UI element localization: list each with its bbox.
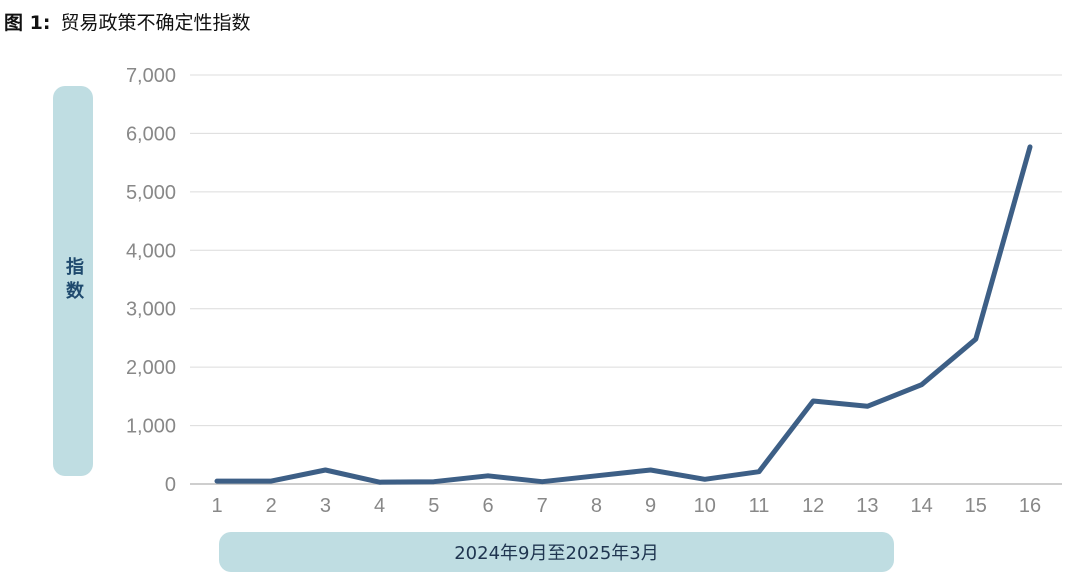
data-point [865,404,870,409]
series-group [214,144,1033,485]
x-axis-label: 2024年9月至2025年3月 [454,543,659,564]
y-tick-label: 6,000 [126,123,176,145]
x-tick-label: 13 [856,495,878,517]
data-point [323,467,328,472]
x-tick-label: 16 [1019,495,1041,517]
data-point [431,479,436,484]
data-point [594,473,599,478]
x-axis-label-box: 2024年9月至2025年3月 [219,532,894,572]
y-tick-label: 0 [165,474,176,496]
data-point [648,467,653,472]
y-tick-label: 4,000 [126,240,176,262]
data-point [919,382,924,387]
x-tick-label: 10 [694,495,716,517]
data-point [811,399,816,404]
y-tick-labels: 0 1,000 2,000 3,000 4,000 5,000 6,000 7,000 [126,65,176,496]
figure-title-text: 贸易政策不确定性指数 [60,12,251,34]
x-tick-label: 7 [537,495,548,517]
data-point [540,479,545,484]
y-axis-label: 指数 [63,257,84,305]
y-tick-label: 5,000 [126,182,176,204]
figure-title: 图 1: 贸易政策不确定性指数 [4,8,251,35]
data-point [377,480,382,485]
series-line [214,144,1033,485]
figure-number: 图 1: [4,12,51,34]
data-point [973,337,978,342]
y-tick-label: 2,000 [126,357,176,379]
x-tick-label: 9 [645,495,656,517]
x-tick-label: 6 [482,495,493,517]
x-tick-label: 1 [211,495,222,517]
y-tick-label: 1,000 [126,416,176,438]
y-axis-label-box: 指数 [53,86,93,476]
gridlines [190,74,1062,485]
x-tick-label: 2 [266,495,277,517]
data-point [702,477,707,482]
data-point [486,473,490,478]
data-point [215,479,219,484]
y-tick-label: 3,000 [126,299,176,321]
x-tick-label: 12 [802,495,824,517]
y-tick-label: 7,000 [126,65,176,87]
x-tick-label: 5 [428,495,439,517]
x-tick-label: 4 [374,495,385,517]
data-point [757,469,761,474]
x-tick-labels: 1 2 3 4 5 6 7 8 9 10 11 12 13 14 15 16 [211,495,1041,517]
x-tick-label: 14 [910,495,932,517]
x-tick-label: 8 [591,495,602,517]
x-tick-label: 3 [320,495,331,517]
data-point [1028,144,1032,149]
x-tick-label: 11 [749,495,770,517]
x-tick-label: 15 [965,495,987,517]
data-point [269,479,274,484]
